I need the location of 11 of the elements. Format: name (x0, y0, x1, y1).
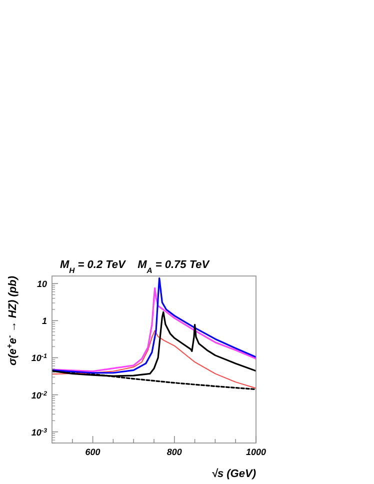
y-tick-label: 10 (36, 279, 47, 290)
y-tick-label: 1 (42, 316, 47, 326)
x-axis-title: √s (GeV) (211, 468, 256, 480)
x-tick-label: 800 (166, 447, 182, 457)
y-tick-label: 10$^{-3}$ (31, 426, 48, 438)
x-tick-label: 600 (85, 447, 100, 457)
chart-title: M$_{H}$ = 0.2 TeV M$_{A}$ = 0.75 TeV (60, 259, 211, 274)
line-series (52, 330, 256, 389)
y-tick-label: 10$^{-2}$ (31, 390, 48, 400)
y-tick-label: 10$^{-1}$ (31, 352, 48, 364)
x-tick-label: 1000 (246, 447, 266, 457)
